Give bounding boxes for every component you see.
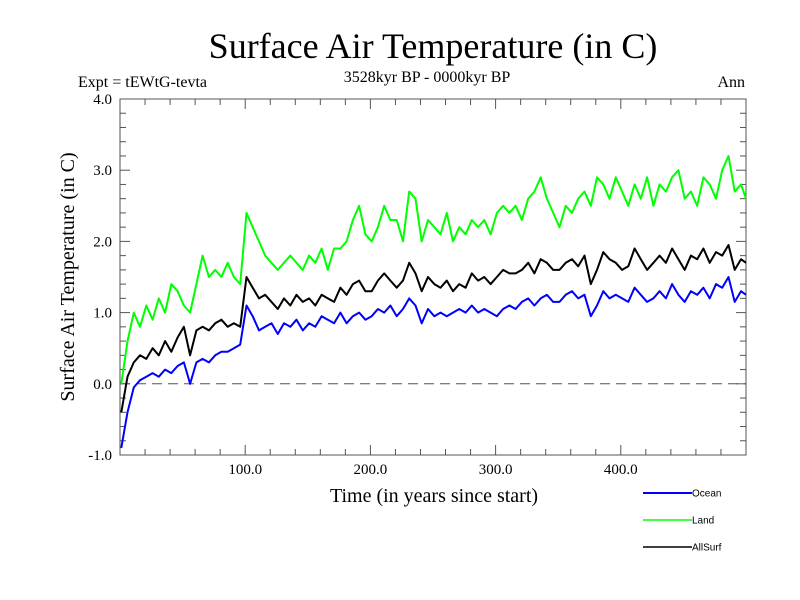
x-tick-label: 300.0 — [479, 462, 513, 478]
y-tick-label: 1.0 — [93, 306, 112, 322]
season-label: Ann — [717, 74, 745, 91]
x-tick-labels: 100.0 200.0 300.0 400.0 — [228, 462, 637, 478]
y-tick-label: 2.0 — [93, 234, 112, 250]
x-tick-label: 400.0 — [604, 462, 638, 478]
legend-label-allsurf: AllSurf — [692, 543, 722, 554]
series-line-land — [120, 155, 747, 384]
y-tick-label: 0.0 — [93, 377, 112, 393]
x-tick-label: 100.0 — [228, 462, 262, 478]
experiment-label: Expt = tEWtG-tevta — [78, 74, 207, 91]
time-range-label: 3528kyr BP - 0000kyr BP — [344, 69, 511, 86]
legend-label-ocean: Ocean — [692, 489, 721, 500]
y-axis-label: Surface Air Temperature (in C) — [57, 152, 79, 401]
y-tick-label: 3.0 — [93, 163, 112, 179]
y-tick-labels: -1.0 0.0 1.0 2.0 3.0 4.0 — [88, 92, 112, 464]
series-line-allsurf — [120, 244, 747, 413]
x-axis-label: Time (in years since start) — [330, 485, 538, 507]
y-tick-label: -1.0 — [88, 448, 112, 464]
x-tick-label: 200.0 — [354, 462, 388, 478]
plot-frame — [119, 98, 747, 456]
y-tick-label: 4.0 — [93, 92, 112, 108]
axis-ticks — [120, 99, 746, 455]
plot-area — [119, 98, 747, 456]
series-lines — [120, 155, 747, 449]
series-line-ocean — [120, 276, 747, 449]
legend: Ocean Land AllSurf — [643, 489, 722, 554]
chart-title: Surface Air Temperature (in C) — [209, 26, 658, 66]
legend-label-land: Land — [692, 516, 714, 527]
